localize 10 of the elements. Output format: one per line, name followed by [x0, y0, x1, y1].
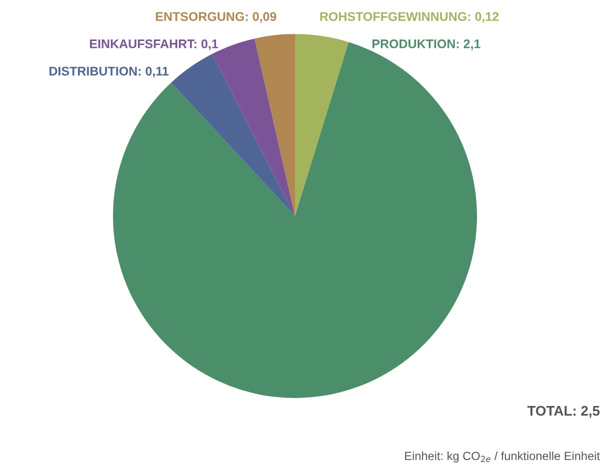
text: TOTAL: 2,5: [527, 406, 600, 418]
text: Einheit: kg CO$_{2e}$ / funktionelle Einheit: [405, 451, 600, 462]
slice-label: DISTRIBUTION: 0,11: [50, 66, 169, 78]
pie-slice: [171, 54, 295, 216]
pie-slice: [254, 34, 295, 216]
pie-slice: [295, 34, 349, 216]
slice-label: ENTSORGUNG: 0,09: [156, 12, 276, 23]
slice-label: PRODUKTION: 2,1: [372, 39, 480, 50]
slice-label: EINKAUFSFAHRT: 0,1: [90, 39, 218, 50]
slice-label: ROHSTOFFGEWINNUNG: 0,12: [320, 12, 499, 23]
